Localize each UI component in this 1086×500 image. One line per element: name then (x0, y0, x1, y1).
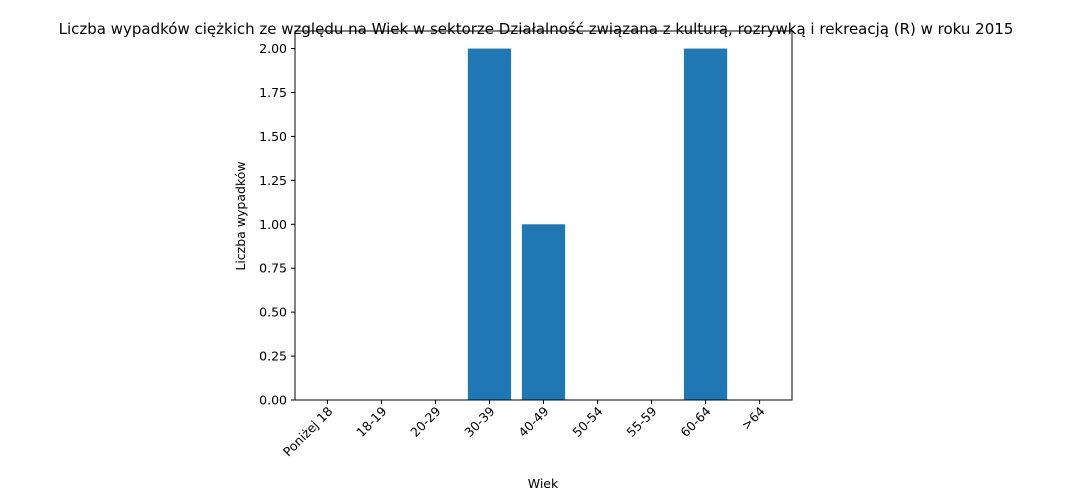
x-tick-label: 60-64 (677, 403, 713, 439)
y-axis-label: Liczba wypadków (233, 161, 248, 270)
plot-frame (294, 30, 793, 401)
bar-30-39 (467, 48, 512, 400)
x-tick-label: >64 (738, 403, 767, 432)
x-axis-label: Wiek (528, 476, 559, 491)
y-tick-label: 0.00 (259, 393, 287, 408)
y-tick-label: 0.50 (259, 305, 287, 320)
x-tick-label: 20-29 (407, 403, 443, 439)
y-tick-label: 2.00 (259, 41, 287, 56)
bar-40-49 (521, 224, 566, 400)
x-tick-label: 40-49 (515, 403, 551, 439)
y-tick-label: 1.50 (259, 129, 287, 144)
chart-title: Liczba wypadków ciężkich ze względu na W… (59, 20, 1014, 38)
y-tick-label: 0.25 (259, 349, 287, 364)
bar-60-64 (683, 48, 728, 400)
x-tick-label: 18-19 (353, 403, 389, 439)
x-axis: Poniżej 18 18-19 20-29 30-39 40-49 50-54 55-59… (280, 400, 768, 459)
bars-group (467, 48, 728, 400)
y-tick-label: 1.00 (259, 217, 287, 232)
y-axis: 0.00 0.25 0.50 0.75 1.00 1.25 1.50 1.75 2.00 (259, 41, 295, 408)
x-tick-label: 55-59 (623, 403, 659, 439)
y-tick-label: 0.75 (259, 261, 287, 276)
y-tick-label: 1.75 (259, 85, 287, 100)
y-tick-label: 1.25 (259, 173, 287, 188)
x-tick-label: 30-39 (461, 403, 497, 439)
x-tick-label: 50-54 (569, 403, 605, 439)
x-tick-label: Poniżej 18 (280, 403, 336, 459)
